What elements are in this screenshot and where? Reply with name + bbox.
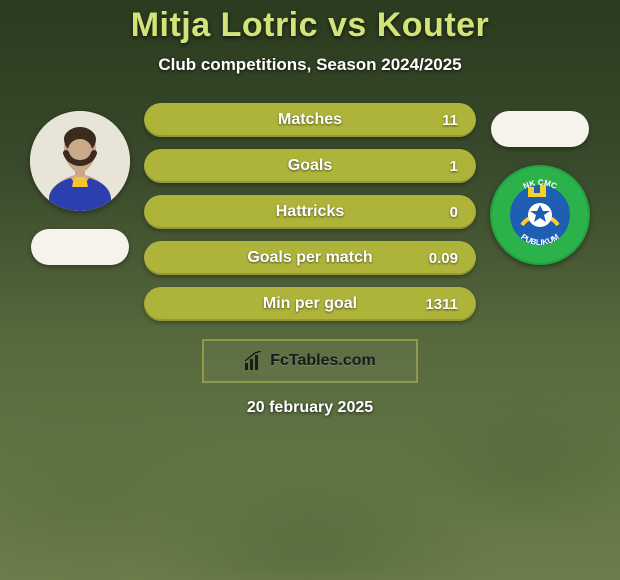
stat-right-value: 0 xyxy=(450,204,458,221)
brand-text: FcTables.com xyxy=(270,352,376,370)
right-column: NK CMC PUBLIKUM xyxy=(480,103,600,265)
date-text: 20 february 2025 xyxy=(247,399,373,417)
stat-label: Goals xyxy=(288,157,332,175)
right-player-logo-placeholder xyxy=(491,111,589,147)
right-club-badge: NK CMC PUBLIKUM xyxy=(490,165,590,265)
page-title: Mitja Lotric vs Kouter xyxy=(131,6,490,45)
subtitle: Club competitions, Season 2024/2025 xyxy=(158,55,461,75)
stat-row-goals: Goals 1 xyxy=(144,149,476,183)
chart-icon xyxy=(244,351,264,371)
stat-label: Goals per match xyxy=(247,249,372,267)
stat-right-value: 1311 xyxy=(425,296,458,313)
stat-row-hattricks: Hattricks 0 xyxy=(144,195,476,229)
stat-right-value: 1 xyxy=(450,158,458,175)
stat-right-value: 11 xyxy=(442,112,458,129)
brand-box: FcTables.com xyxy=(202,339,418,383)
stats-column: Matches 11 Goals 1 Hattricks 0 Goals per… xyxy=(140,103,480,321)
left-column xyxy=(20,103,140,265)
stat-label: Matches xyxy=(278,111,342,129)
main-row: Matches 11 Goals 1 Hattricks 0 Goals per… xyxy=(0,103,620,321)
left-player-avatar xyxy=(30,111,130,211)
player-photo-icon xyxy=(30,111,130,211)
infographic-container: Mitja Lotric vs Kouter Club competitions… xyxy=(0,0,620,580)
stat-label: Min per goal xyxy=(263,295,357,313)
stat-row-min-per-goal: Min per goal 1311 xyxy=(144,287,476,321)
stat-label: Hattricks xyxy=(276,203,344,221)
stat-right-value: 0.09 xyxy=(429,250,458,267)
club-badge-icon: NK CMC PUBLIKUM xyxy=(490,165,590,265)
stat-row-matches: Matches 11 xyxy=(144,103,476,137)
left-team-logo-placeholder xyxy=(31,229,129,265)
stat-row-goals-per-match: Goals per match 0.09 xyxy=(144,241,476,275)
